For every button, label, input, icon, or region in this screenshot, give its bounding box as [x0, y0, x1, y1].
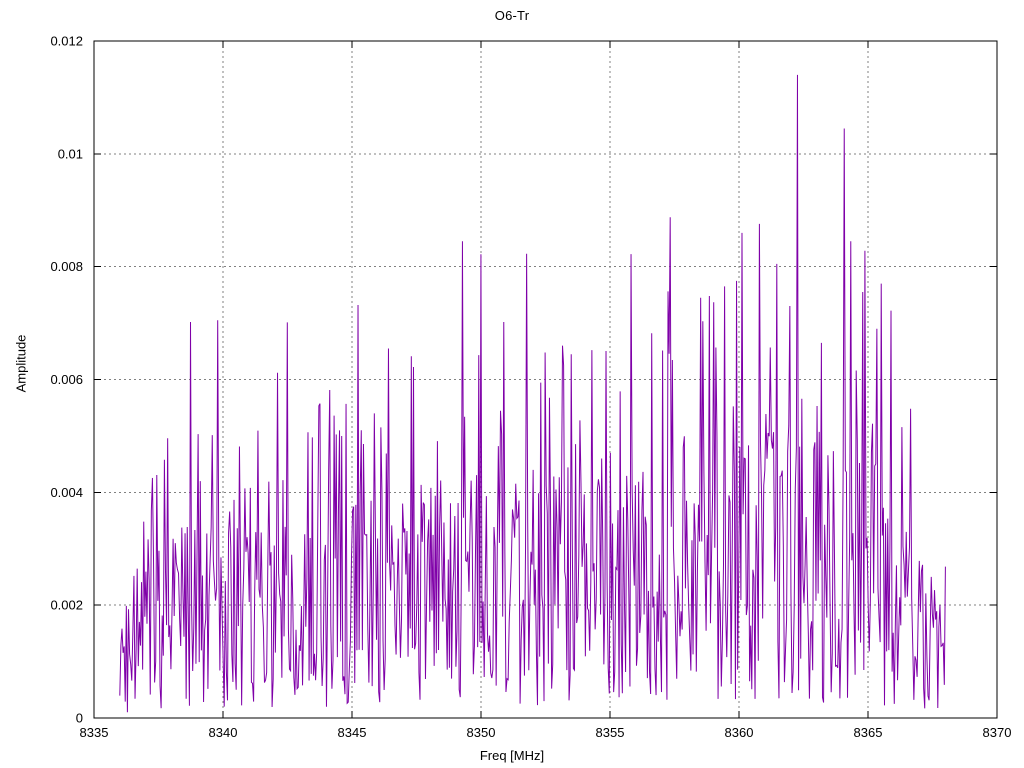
svg-text:8355: 8355 [596, 725, 625, 740]
svg-text:0.01: 0.01 [58, 146, 83, 161]
svg-text:8345: 8345 [338, 725, 367, 740]
svg-text:0.004: 0.004 [50, 485, 83, 500]
axis-ticks [93, 40, 998, 719]
x-axis-label: Freq [MHz] [479, 748, 545, 763]
svg-text:0.012: 0.012 [50, 34, 83, 49]
svg-text:8350: 8350 [467, 725, 496, 740]
tick-labels: 0 0.002 0.004 0.006 0.008 0.01 0.012 8335 8340 83… [50, 34, 1011, 741]
plot-frame [93, 40, 998, 719]
svg-text:8340: 8340 [209, 725, 238, 740]
svg-text:0.002: 0.002 [50, 598, 83, 613]
svg-text:0.008: 0.008 [50, 259, 83, 274]
svg-text:0: 0 [76, 711, 83, 726]
chart-title: O6-Tr [494, 8, 530, 23]
svg-text:8365: 8365 [854, 725, 883, 740]
svg-text:8370: 8370 [983, 725, 1012, 740]
svg-text:0.006: 0.006 [50, 372, 83, 387]
svg-text:8335: 8335 [80, 725, 109, 740]
data-series [119, 74, 946, 713]
svg-text:8360: 8360 [725, 725, 754, 740]
